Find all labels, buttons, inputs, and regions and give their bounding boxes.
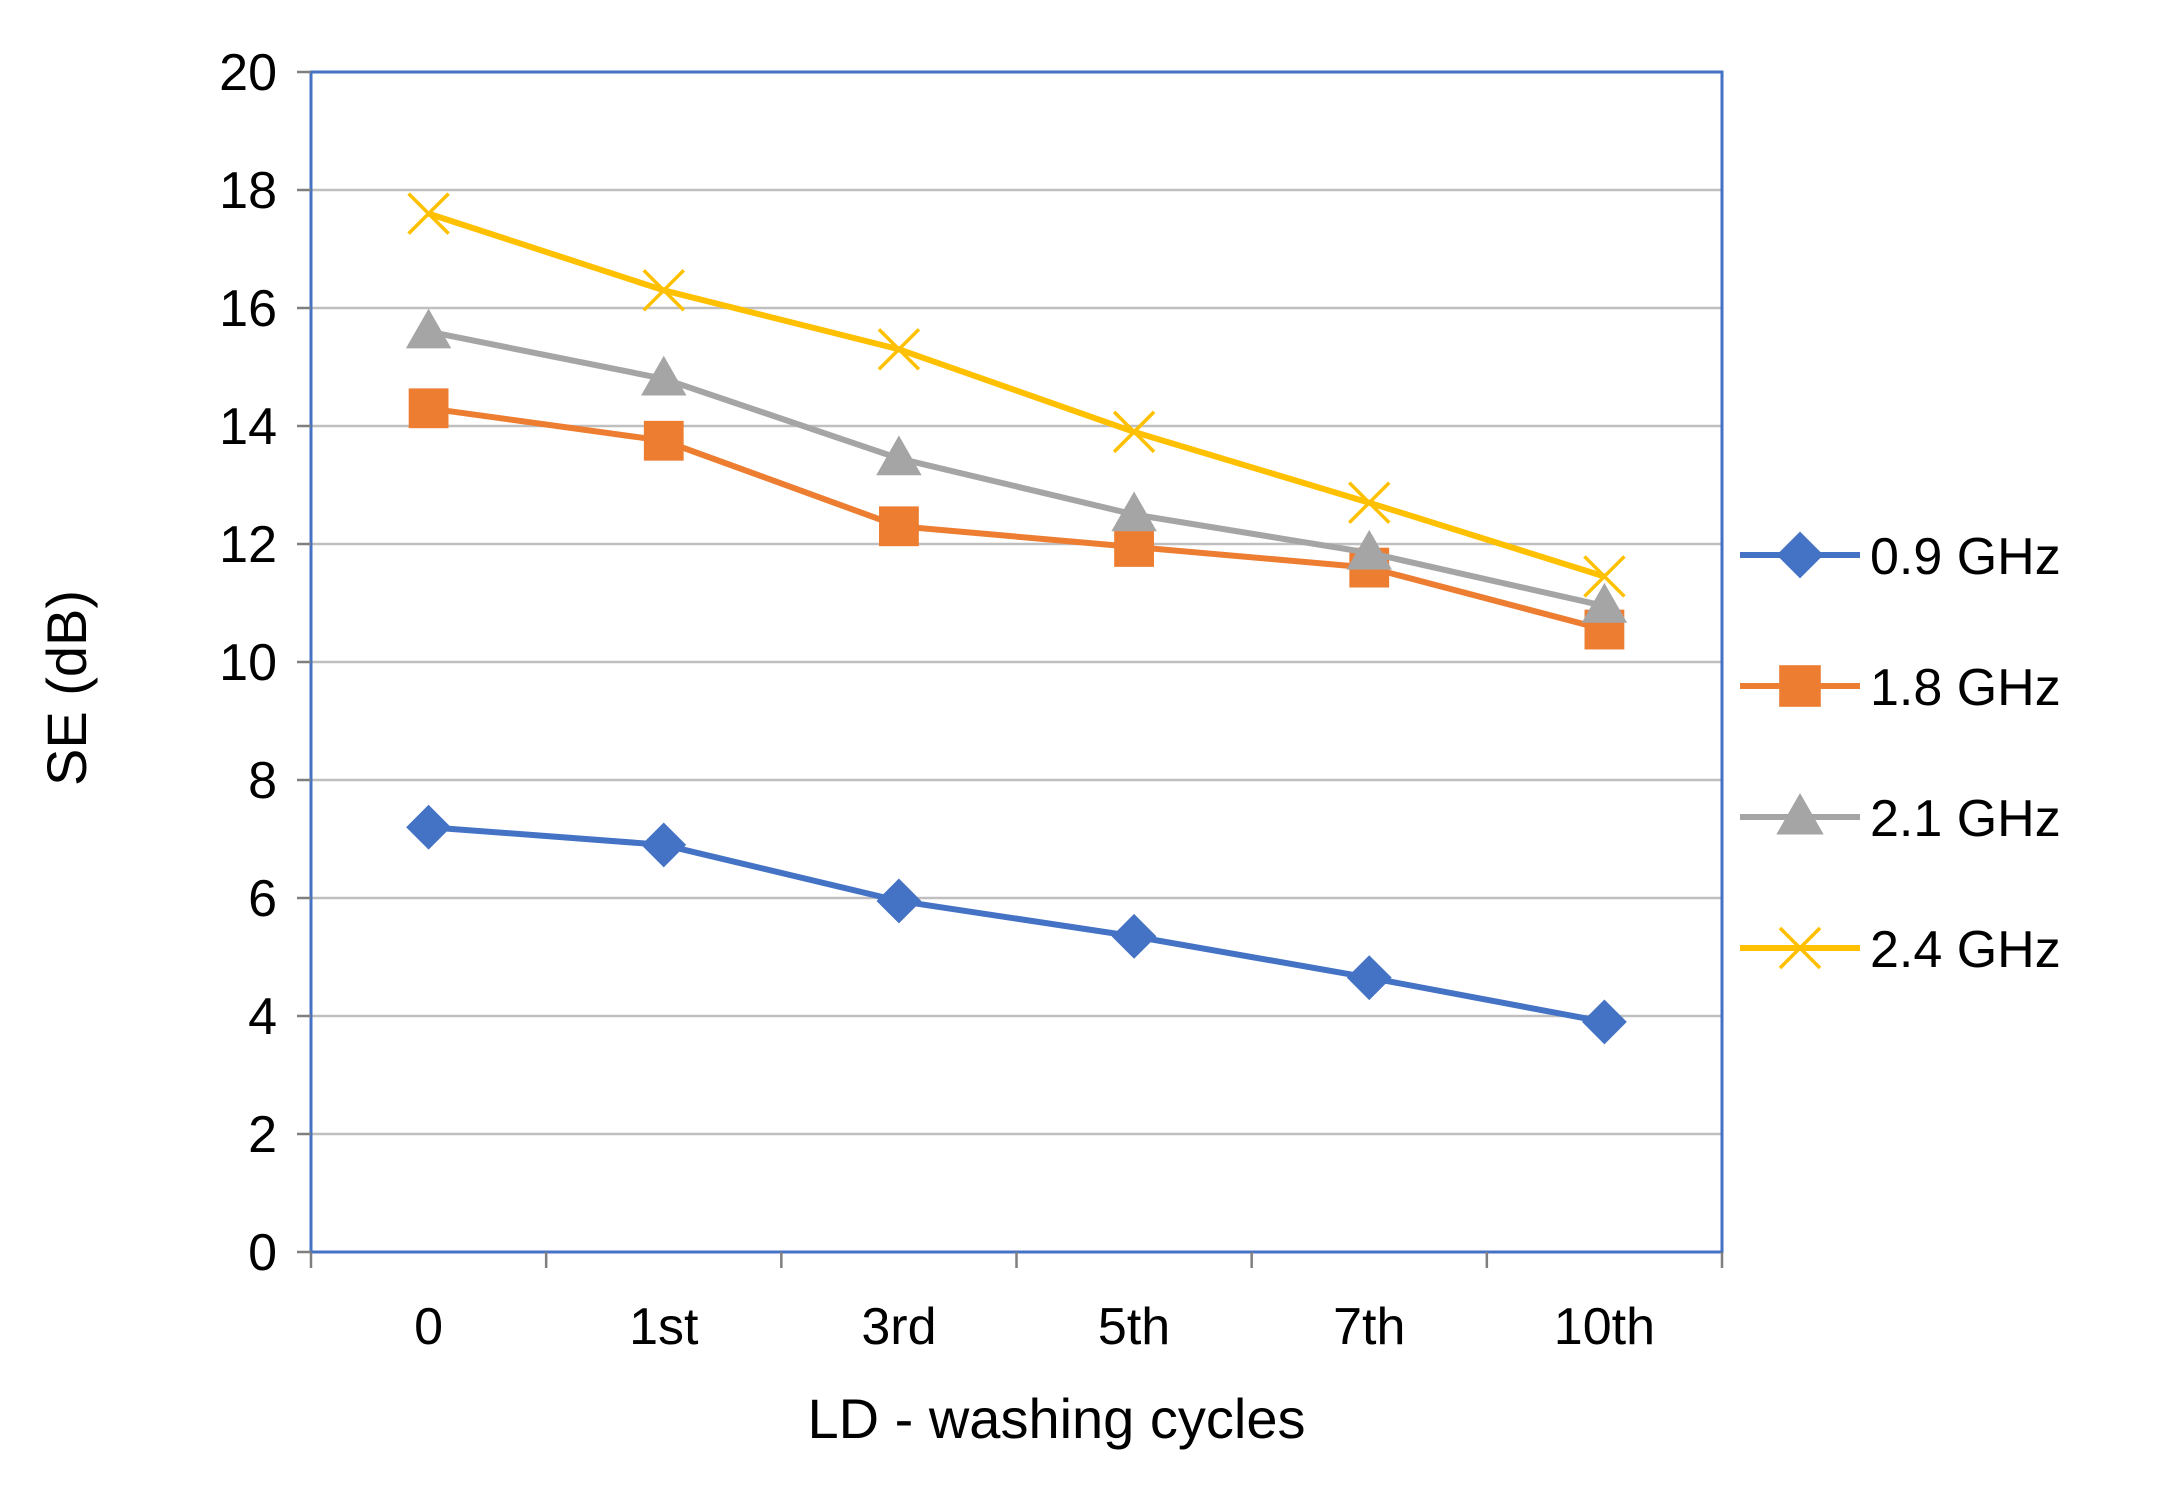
- data-point: [642, 269, 685, 312]
- y-tick-label: 0: [248, 1224, 277, 1282]
- legend-item: 2.4 GHz: [1740, 921, 2061, 979]
- y-tick-label: 8: [248, 752, 277, 810]
- x-tick-label: 7th: [1333, 1298, 1405, 1356]
- series-line: [427, 210, 1606, 580]
- legend-item: 1.8 GHz: [1740, 659, 2061, 717]
- data-point: [1346, 529, 1392, 570]
- series-line: [428, 405, 1606, 633]
- data-point: [879, 506, 919, 547]
- data-point-stroke: [1112, 410, 1156, 454]
- data-point: [876, 878, 922, 924]
- data-point: [1111, 913, 1157, 959]
- series-line: [428, 824, 1605, 1025]
- data-point: [1111, 491, 1157, 532]
- data-point: [407, 192, 450, 235]
- legend-label: 1.8 GHz: [1870, 659, 2061, 717]
- x-axis-title: LD - washing cycles: [808, 1387, 1306, 1450]
- data-point: [1778, 926, 1822, 970]
- legend-item: 0.9 GHz: [1740, 528, 2061, 586]
- legend-item: 2.1 GHz: [1740, 790, 2061, 848]
- y-tick-label: 20: [219, 44, 277, 102]
- y-tick-label: 2: [248, 1106, 277, 1164]
- y-tick-label: 16: [219, 280, 277, 338]
- y-tick-label: 18: [219, 162, 277, 220]
- x-tick-label: 3rd: [861, 1298, 936, 1356]
- data-point: [1581, 582, 1628, 623]
- data-point-stroke: [1583, 555, 1626, 598]
- data-point: [1582, 999, 1627, 1045]
- y-tick-label: 4: [248, 988, 277, 1046]
- data-point: [643, 420, 684, 461]
- series-2.4-ghz: [407, 192, 1626, 598]
- y-tick-label: 6: [248, 870, 277, 928]
- data-point: [641, 822, 687, 868]
- data-point: [876, 435, 922, 476]
- y-tick-label: 12: [219, 516, 277, 574]
- data-point-stroke: [642, 269, 685, 312]
- y-tick-label: 14: [219, 398, 277, 456]
- data-point-stroke: [1778, 926, 1822, 970]
- data-point: [1346, 955, 1392, 1001]
- series-layer: [405, 192, 1628, 1045]
- data-point: [1776, 531, 1824, 579]
- y-tick-label: 10: [219, 634, 277, 692]
- legend: 0.9 GHz 1.8 GHz 2.1 GHz 2.4 GHz: [1740, 528, 2061, 979]
- data-point: [641, 355, 687, 396]
- legend-label: 0.9 GHz: [1870, 528, 2061, 586]
- data-point-stroke: [877, 328, 921, 371]
- data-point: [1776, 792, 1824, 835]
- x-tick-label: 10th: [1554, 1298, 1655, 1356]
- x-tick-label: 0: [414, 1298, 443, 1356]
- data-point: [1112, 410, 1156, 454]
- series-2.1-ghz: [405, 308, 1628, 623]
- data-point: [1348, 481, 1391, 524]
- data-point: [406, 804, 451, 850]
- axes: 0 2 4 6 8 10 12 14 16 18 20 0 1st 3rd 5th 7th 10th: [219, 44, 1724, 1356]
- series-line: [427, 328, 1606, 609]
- data-point-stroke: [1348, 481, 1391, 524]
- series-0.9-ghz: [406, 804, 1627, 1045]
- legend-label: 2.4 GHz: [1870, 921, 2061, 979]
- y-axis-title: SE (dB): [35, 590, 98, 786]
- data-point: [1779, 665, 1821, 707]
- data-point-stroke: [407, 192, 450, 235]
- x-tick-label: 5th: [1098, 1298, 1170, 1356]
- data-point: [1114, 527, 1154, 567]
- data-point: [1583, 555, 1626, 598]
- data-point: [405, 308, 452, 349]
- legend-label: 2.1 GHz: [1870, 790, 2061, 848]
- x-tick-label: 1st: [629, 1298, 699, 1356]
- data-point: [877, 328, 921, 371]
- data-point: [408, 388, 449, 429]
